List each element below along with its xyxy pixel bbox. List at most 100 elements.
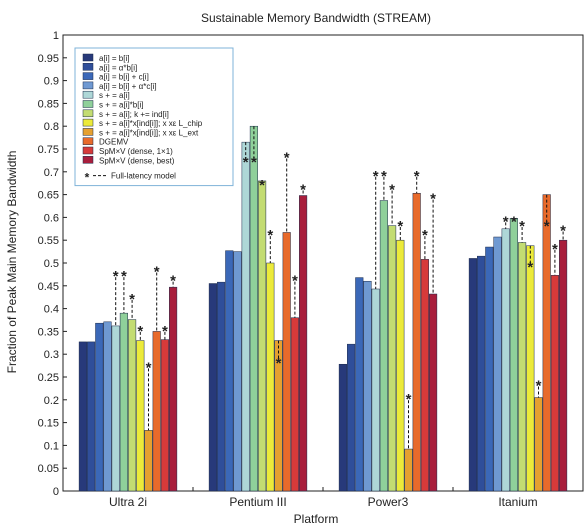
bar [144, 430, 153, 492]
y-tick-label: 0.85 [38, 98, 59, 110]
legend-swatch [82, 53, 94, 62]
y-tick-label: 0.75 [38, 144, 59, 156]
model-marker: * [129, 291, 135, 308]
legend: a[i] = b[i]a[i] = α*b[i]a[i] = b[i] + c[… [74, 47, 234, 187]
legend-label: s + = a[i]; k += ind[i] [99, 110, 169, 119]
x-tick-label: Ultra 2i [109, 495, 147, 509]
x-tick-label: Itanium [498, 495, 537, 509]
legend-swatch [82, 118, 94, 127]
model-marker: * [560, 223, 566, 240]
bar [485, 246, 494, 492]
model-marker: * [430, 191, 436, 208]
bar [412, 192, 421, 492]
model-marker: * [137, 323, 143, 340]
model-marker: * [267, 227, 273, 244]
y-axis-label: Fraction of Peak Main Memory Bandwidth [5, 151, 19, 374]
bar [111, 325, 120, 492]
bar [217, 281, 226, 492]
bar [493, 236, 502, 492]
bar [542, 194, 551, 492]
bar [78, 341, 87, 492]
bar [550, 275, 559, 492]
x-axis: Ultra 2i Pentium III Power3 Itanium [109, 487, 584, 509]
y-tick-label: 0.95 [38, 53, 59, 65]
y-tick-label: 0.2 [44, 395, 59, 407]
model-marker: * [259, 177, 265, 194]
x-tick-label: Power3 [368, 495, 409, 509]
model-marker: * [300, 181, 306, 198]
bar [249, 125, 258, 492]
model-marker: * [544, 218, 550, 235]
legend-label: a[i] = b[i] + c[i] [99, 73, 149, 82]
model-marker: * [552, 241, 558, 258]
bar [388, 225, 397, 492]
y-tick-label: 0.1 [44, 440, 59, 452]
y-tick-label: 0.7 [44, 167, 59, 179]
y-tick-label: 0.9 [44, 76, 59, 88]
y-tick-label: 0.8 [44, 121, 59, 133]
legend-swatch [82, 156, 94, 164]
y-tick-label: 0.6 [44, 212, 59, 224]
model-marker: * [154, 264, 160, 281]
bar [299, 195, 308, 492]
bar [338, 363, 347, 492]
y-tick-label: 0.4 [44, 304, 59, 316]
bar [534, 397, 543, 492]
bar [225, 250, 234, 492]
legend-swatch [82, 72, 94, 80]
legend-label: SpM×V (dense, 1×1) [99, 147, 173, 156]
legend-label: s + = a[i]*x[ind[i]]; x xε L_chip [99, 119, 203, 128]
y-tick-label: 0.55 [38, 235, 59, 247]
bar [136, 340, 145, 492]
y-tick-label: 0.65 [38, 190, 59, 202]
legend-label: a[i] = b[i] + α*c[i] [99, 82, 157, 91]
bar [404, 448, 413, 492]
legend-model-marker: * [85, 171, 90, 185]
y-tick-label: 0 [53, 486, 59, 498]
y-tick-label: 0.05 [38, 463, 59, 475]
model-marker: * [511, 213, 517, 230]
legend-swatch [82, 137, 94, 145]
bar [119, 312, 128, 492]
legend-label: s + = a[i]*x[ind[i]]; x xε L_ext [99, 128, 199, 137]
bar [266, 262, 275, 492]
bar [477, 255, 486, 492]
legend-swatch [82, 81, 94, 90]
bar [241, 141, 250, 492]
model-marker: * [284, 150, 290, 167]
bar [379, 200, 388, 492]
bar [526, 245, 535, 492]
y-tick-label: 0.45 [38, 281, 59, 293]
model-marker: * [251, 154, 257, 171]
model-marker: * [113, 268, 119, 285]
model-marker: * [422, 227, 428, 244]
bar [160, 339, 169, 492]
bar [509, 218, 518, 492]
bar [233, 251, 242, 492]
y-axis: 0 0.05 0.1 0.15 0.2 0.25 0.3 0.35 0.4 0.45 0.5 0.55… [38, 30, 67, 498]
bar [258, 180, 267, 492]
bar [169, 286, 178, 492]
model-marker: * [243, 154, 249, 171]
model-marker: * [503, 213, 509, 230]
bar [290, 317, 299, 492]
legend-label: a[i] = b[i] [99, 54, 129, 63]
legend-label: s + = a[i]*b[i] [99, 101, 143, 110]
legend-swatch [82, 90, 94, 99]
model-marker: * [414, 168, 420, 185]
y-tick-label: 0.3 [44, 349, 59, 361]
legend-model-label: Full-latency model [111, 172, 176, 181]
bar [152, 331, 161, 492]
model-marker: * [121, 268, 127, 285]
chart-title: Sustainable Memory Bandwidth (STREAM) [201, 11, 431, 25]
bar [87, 341, 96, 492]
bar [501, 228, 510, 492]
legend-swatch [82, 63, 94, 71]
x-axis-label: Platform [294, 512, 339, 526]
model-marker: * [406, 391, 412, 408]
bar [128, 319, 137, 492]
legend-swatch [82, 146, 94, 155]
legend-swatch [82, 109, 94, 118]
y-tick-label: 0.15 [38, 418, 59, 430]
